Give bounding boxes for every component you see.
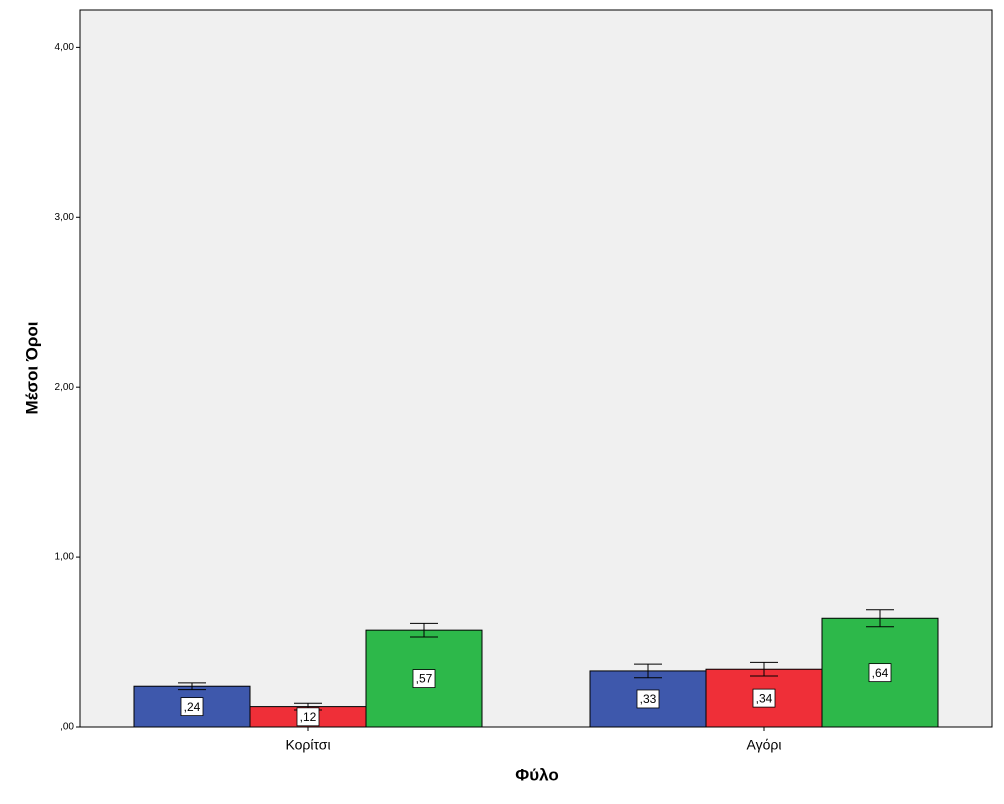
x-axis-title: Φύλο — [515, 765, 558, 784]
y-tick-label: 4,00 — [55, 42, 75, 53]
y-tick-label: ,00 — [60, 722, 74, 733]
y-tick-label: 2,00 — [55, 382, 75, 393]
value-label: ,34 — [756, 691, 773, 705]
value-label-box — [180, 697, 204, 717]
y-tick-label: 1,00 — [55, 552, 75, 563]
x-tick-label: Κορίτσι — [285, 737, 330, 753]
x-tick-label: Αγόρι — [747, 737, 782, 753]
value-label: ,57 — [416, 672, 433, 686]
value-label-box — [868, 663, 892, 683]
value-label-box — [636, 689, 660, 709]
value-label-box — [412, 669, 436, 688]
value-label-box — [752, 688, 776, 708]
value-label: ,24 — [184, 700, 201, 714]
value-label: ,33 — [640, 692, 657, 706]
value-label: ,12 — [300, 710, 317, 724]
plot-area — [79, 9, 993, 728]
y-axis-title: Μέσοι Όροι — [22, 321, 41, 414]
y-tick-label: 3,00 — [55, 212, 75, 223]
value-label-box — [296, 707, 320, 727]
value-label: ,64 — [872, 666, 889, 680]
